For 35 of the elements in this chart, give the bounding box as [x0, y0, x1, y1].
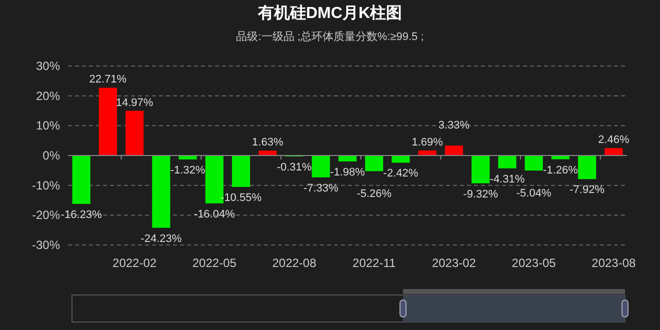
y-tick-label: 30% [36, 59, 60, 73]
data-label: -2.42% [383, 168, 418, 180]
data-label: -7.92% [570, 184, 605, 196]
data-label: 2.46% [598, 134, 630, 146]
data-label: -5.04% [516, 188, 552, 200]
y-tick-label: -30% [32, 238, 60, 252]
y-tick-label: 0% [42, 148, 60, 162]
data-label: -16.04% [194, 208, 236, 220]
chart-subtitle: 品级:一级品 ;总环体质量分数%:≥99.5 ; [236, 30, 424, 43]
data-label: 22.71% [89, 74, 127, 86]
x-tick-label: 2022-02 [112, 256, 157, 270]
x-tick-label: 2023-05 [512, 256, 556, 270]
y-tick-label: 20% [36, 88, 60, 103]
data-label: -1.32% [170, 164, 206, 176]
chart-title: 有机硅DMC月K柱图 [257, 4, 402, 22]
y-tick-label: 10% [36, 118, 60, 133]
data-label: -9.32% [463, 188, 498, 200]
x-tick-label: 2022-05 [192, 256, 237, 270]
data-label: 1.63% [252, 136, 284, 149]
data-label: -1.98% [330, 166, 366, 178]
y-tick-label: -20% [32, 208, 60, 222]
data-label: -1.26% [543, 164, 578, 176]
data-label: 1.69% [412, 136, 444, 148]
data-label: 3.33% [438, 120, 470, 132]
data-label: -7.33% [303, 182, 339, 194]
data-label: -4.31% [490, 173, 525, 186]
data-label: -0.31% [276, 161, 312, 174]
x-tick-label: 2023-02 [432, 256, 476, 270]
y-tick-label: -10% [32, 178, 60, 192]
x-tick-label: 2023-08 [592, 256, 636, 270]
data-label: -16.23% [60, 208, 102, 221]
x-tick-label: 2022-08 [272, 256, 317, 270]
data-label: -24.23% [140, 232, 182, 245]
data-label: -5.26% [356, 188, 392, 200]
x-tick-label: 2022-11 [352, 256, 396, 270]
